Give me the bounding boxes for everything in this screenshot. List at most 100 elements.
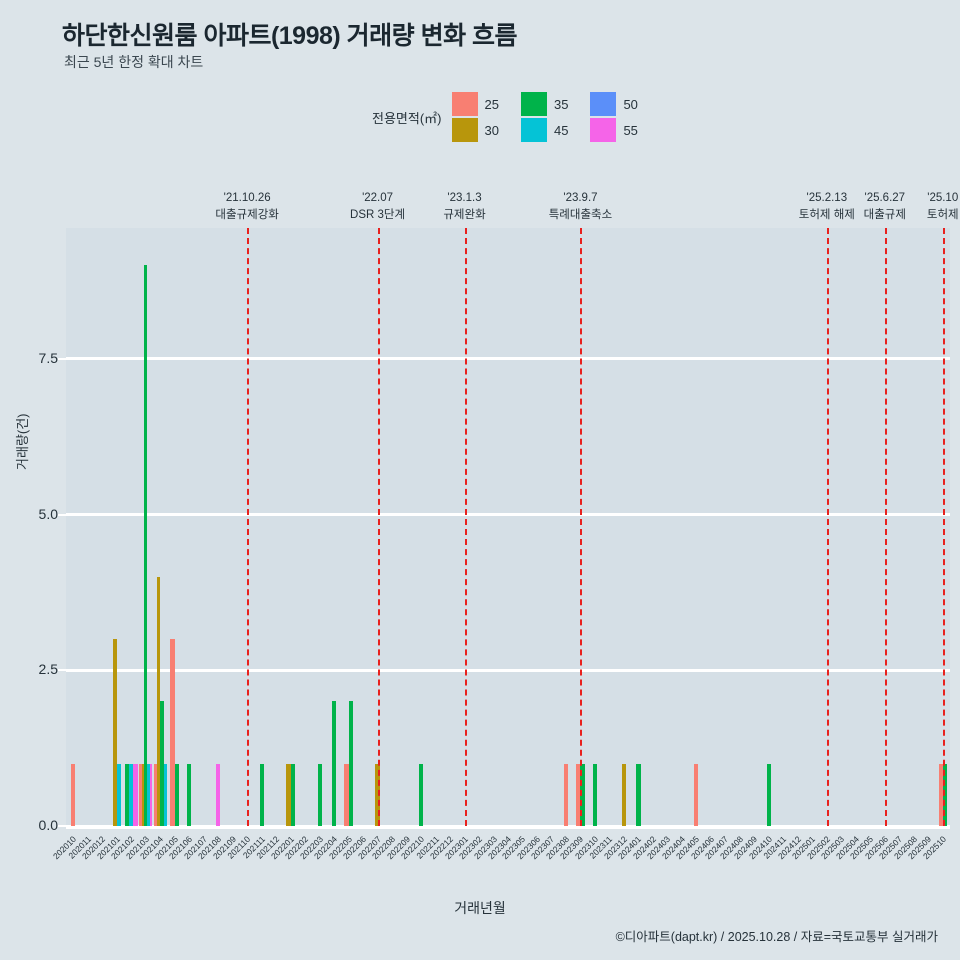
- footer-credit: ©디아파트(dapt.kr) / 2025.10.28 / 자료=국토교통부 실…: [615, 930, 938, 944]
- legend-label-35: 35: [553, 96, 569, 112]
- legend-item-45[interactable]: 45: [520, 118, 569, 142]
- event-line-202207: [377, 228, 380, 826]
- legend-label-50: 50: [623, 96, 638, 112]
- bar-202103-30[interactable]: [141, 763, 145, 826]
- bar-202205-25[interactable]: [344, 763, 349, 826]
- bar-202104-30[interactable]: [156, 576, 161, 826]
- bar-202401-35[interactable]: [636, 763, 641, 826]
- bar-202103-45[interactable]: [147, 763, 150, 826]
- event-text: 토허제 해제: [798, 209, 855, 221]
- y-tick-label-0.0: 0.0: [38, 817, 58, 833]
- bar-202410-35[interactable]: [766, 763, 771, 826]
- gridline-5.0: [66, 513, 950, 517]
- bar-202104-35[interactable]: [160, 701, 164, 826]
- event-label-202510[interactable]: '25.10 토허제: [927, 190, 959, 224]
- bar-202101-30[interactable]: [112, 639, 117, 826]
- legend-swatch-55: [590, 118, 617, 142]
- event-label-202207[interactable]: '22.07 DSR 3단계: [350, 190, 405, 224]
- legend-item-25[interactable]: 25: [451, 92, 499, 116]
- bar-202312-30[interactable]: [621, 763, 627, 826]
- x-axis-title: 거래년월: [454, 900, 506, 916]
- bar-202103-55[interactable]: [149, 763, 153, 826]
- bar-202104-45[interactable]: [163, 763, 167, 826]
- event-text: DSR 3단계: [350, 209, 406, 221]
- bar-202103-35[interactable]: [144, 265, 148, 826]
- bar-202205-35[interactable]: [348, 701, 353, 826]
- bar-202210-35[interactable]: [418, 763, 424, 826]
- event-date: '23.1.3: [447, 192, 482, 204]
- bar-202111-35[interactable]: [259, 763, 264, 826]
- gridline-2.5: [66, 668, 950, 672]
- bar-202204-35[interactable]: [331, 701, 337, 826]
- legend-label-45: 45: [553, 122, 569, 138]
- y-tick-label-5.0: 5.0: [38, 505, 58, 522]
- event-line-202309: [580, 228, 583, 826]
- event-line-202301: [464, 228, 467, 826]
- bar-202310-35[interactable]: [592, 763, 598, 826]
- legend-label-55: 55: [623, 122, 638, 138]
- event-line-202510: [942, 228, 945, 826]
- legend-item-55[interactable]: 55: [590, 118, 638, 142]
- bar-202102-35[interactable]: [124, 763, 130, 826]
- bar-202105-35[interactable]: [174, 763, 179, 826]
- event-date: '23.9.7: [563, 192, 598, 204]
- event-label-202506[interactable]: '25.6.27 대출규제: [864, 190, 906, 224]
- legend-item-30[interactable]: 30: [451, 118, 499, 142]
- bar-202203-35[interactable]: [317, 763, 322, 826]
- legend: 전용면적(㎡) 25 35 50 30 45 55: [372, 92, 638, 142]
- event-date: '21.10.26: [223, 192, 271, 204]
- event-label-202502[interactable]: '25.2.13 토허제 해제: [799, 190, 855, 224]
- y-tick-mark: [58, 669, 66, 672]
- event-line-202506: [884, 228, 887, 826]
- y-axis-title: 거래량(건): [15, 413, 30, 471]
- plot-area: [66, 228, 950, 828]
- bar-202010-25[interactable]: [71, 763, 76, 826]
- event-date: '25.6.27: [864, 192, 906, 204]
- event-label-202309[interactable]: '23.9.7 특례대출축소: [549, 190, 612, 224]
- event-line-202502: [826, 228, 829, 826]
- y-tick-label-2.5: 2.5: [38, 661, 58, 678]
- event-text: 토허제: [926, 209, 959, 221]
- bar-202101-45[interactable]: [116, 763, 121, 826]
- event-text: 대출규제: [863, 209, 906, 221]
- bar-202102-45[interactable]: [129, 763, 134, 826]
- y-tick-mark: [58, 513, 66, 516]
- bar-202308-25[interactable]: [563, 763, 569, 826]
- legend-title: 전용면적(㎡): [372, 110, 442, 126]
- bar-202309-25[interactable]: [576, 763, 581, 826]
- bar-202104-25[interactable]: [153, 763, 157, 826]
- bar-202108-55[interactable]: [216, 763, 221, 826]
- bar-202201-35[interactable]: [290, 763, 295, 826]
- bar-202103-25[interactable]: [139, 763, 142, 826]
- legend-item-50[interactable]: 50: [590, 92, 638, 116]
- bar-202106-35[interactable]: [187, 763, 192, 826]
- bar-202309-35[interactable]: [580, 763, 585, 826]
- x-axis-line: [66, 826, 950, 829]
- event-text: 규제완화: [443, 209, 486, 221]
- legend-swatch-25: [451, 92, 478, 116]
- legend-item-35[interactable]: 35: [520, 92, 569, 116]
- bar-202201-30[interactable]: [286, 763, 291, 826]
- bar-202510-25[interactable]: [938, 763, 943, 826]
- y-tick-mark: [58, 357, 66, 360]
- bar-202102-55[interactable]: [133, 763, 138, 826]
- legend-swatch-30: [451, 118, 478, 142]
- gridline-7.5: [66, 357, 950, 361]
- bar-202510-35[interactable]: [942, 763, 947, 826]
- legend-items: 25 35 50 30 45 55: [451, 92, 638, 142]
- bar-202105-25[interactable]: [170, 639, 175, 826]
- legend-swatch-50: [590, 92, 617, 116]
- event-date: '25.10: [927, 192, 959, 204]
- event-label-202110[interactable]: '21.10.26 대출규제강화: [215, 190, 278, 224]
- event-label-202301[interactable]: '23.1.3 규제완화: [443, 190, 485, 224]
- legend-label-25: 25: [484, 96, 499, 112]
- bar-202405-25[interactable]: [694, 763, 699, 826]
- page-title: 하단한신원룸 아파트(1998) 거래량 변화 흐름: [62, 22, 518, 50]
- page-subtitle: 최근 5년 한정 확대 차트: [64, 54, 204, 70]
- event-date: '25.2.13: [806, 192, 848, 204]
- legend-label-30: 30: [484, 122, 499, 138]
- y-tick-mark: [58, 825, 66, 827]
- y-tick-label-7.5: 7.5: [38, 349, 58, 366]
- event-text: 대출규제강화: [215, 209, 279, 221]
